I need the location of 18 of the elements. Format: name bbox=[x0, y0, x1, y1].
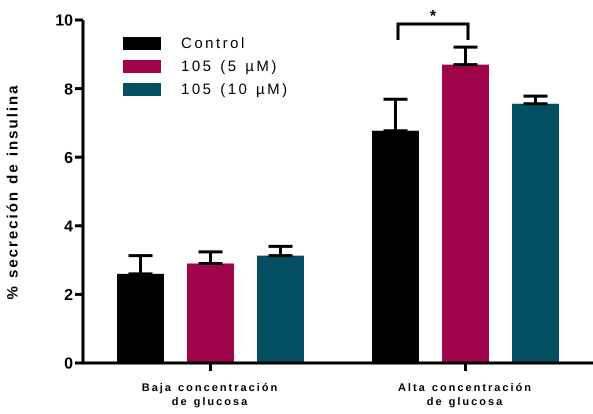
x-tick-label: Alta concentración de glucosa bbox=[398, 382, 534, 408]
bar bbox=[257, 256, 304, 363]
x-tick-label: Baja concentración de glucosa bbox=[142, 382, 280, 408]
legend-label: 105 (10 µM) bbox=[181, 81, 290, 98]
y-tick-label: 4 bbox=[64, 218, 74, 236]
bar bbox=[187, 264, 234, 363]
legend-label: Control bbox=[181, 35, 247, 52]
y-tick-label: 0 bbox=[64, 356, 74, 373]
significance-bracket: * bbox=[396, 8, 470, 42]
y-tick-label: 2 bbox=[64, 287, 74, 304]
bar bbox=[512, 104, 559, 363]
y-tick-label: 6 bbox=[64, 150, 74, 167]
bar bbox=[442, 64, 489, 363]
legend-label: 105 (5 µM) bbox=[181, 58, 279, 75]
y-tick-label: 10 bbox=[55, 12, 74, 30]
y-axis-title: % secreción de insulina bbox=[4, 83, 22, 300]
annotation: * bbox=[430, 8, 437, 25]
y-tick-label: 8 bbox=[64, 81, 74, 98]
